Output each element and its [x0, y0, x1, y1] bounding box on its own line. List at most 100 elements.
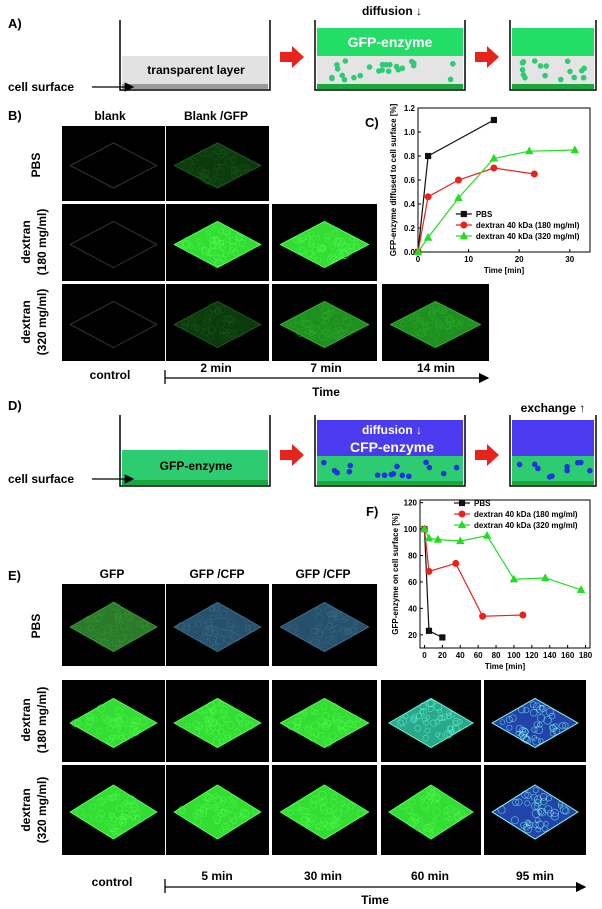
- cell: [433, 340, 440, 346]
- cell: [286, 321, 292, 327]
- cell: [432, 808, 441, 817]
- marker: [541, 573, 550, 582]
- cell: [419, 709, 425, 715]
- cell: [429, 788, 436, 795]
- cell: [519, 731, 528, 740]
- cell: [333, 332, 341, 340]
- cell: [199, 149, 207, 157]
- cell: [180, 808, 186, 814]
- cell: [196, 238, 202, 244]
- cell: [432, 818, 438, 824]
- cell: [421, 716, 428, 723]
- cell: [204, 150, 211, 157]
- cell: [431, 303, 440, 312]
- cell: [231, 172, 237, 179]
- series-line: [423, 528, 582, 591]
- row-label: dextran: [19, 698, 33, 741]
- cell: [332, 608, 339, 615]
- cell: [195, 804, 202, 811]
- cell: [558, 722, 567, 730]
- row-label: dextran: [19, 788, 33, 831]
- cell: [324, 606, 333, 615]
- cell: [207, 624, 214, 632]
- cell: [205, 727, 213, 735]
- cell: [337, 726, 343, 732]
- cell: [345, 720, 353, 728]
- cell: [525, 820, 532, 827]
- particle: [357, 72, 364, 79]
- cell: [89, 803, 97, 811]
- cell: [320, 703, 328, 710]
- cell: [436, 708, 442, 714]
- cell: [225, 820, 234, 830]
- cell: [187, 166, 194, 173]
- panel-label: A): [8, 16, 22, 31]
- cell-layer: [69, 300, 158, 349]
- marker: [424, 533, 434, 542]
- cell: [510, 816, 519, 825]
- cell: [186, 158, 194, 166]
- cell: [110, 628, 118, 637]
- cell: [538, 738, 544, 744]
- cell: [299, 236, 306, 243]
- cell: [104, 820, 110, 825]
- cell: [74, 625, 82, 632]
- particle: [564, 58, 571, 65]
- row-label: (320 mg/ml): [35, 289, 49, 356]
- cell: [543, 715, 552, 725]
- particle: [447, 76, 454, 83]
- cell: [349, 626, 356, 634]
- cell: [550, 808, 559, 818]
- micrograph: [62, 126, 165, 201]
- cell: [447, 816, 453, 821]
- cell: [181, 323, 188, 329]
- cell-layer: [388, 784, 474, 840]
- time-label: 5 min: [201, 869, 232, 883]
- cell: [515, 724, 524, 733]
- cell: [313, 638, 320, 645]
- cell: [86, 713, 95, 721]
- cell: [243, 164, 251, 172]
- cell: [562, 722, 569, 729]
- beaker: [119, 415, 271, 487]
- cell: [115, 717, 123, 726]
- marker: [457, 520, 467, 529]
- cell: [230, 166, 239, 174]
- cell: [324, 236, 331, 243]
- particle: [537, 63, 544, 69]
- cell: [200, 172, 209, 181]
- cell: [120, 714, 129, 723]
- cell: [110, 794, 117, 801]
- x-tick-label: 30: [565, 255, 574, 264]
- cell: [536, 713, 546, 723]
- cell: [219, 610, 229, 619]
- cell: [292, 802, 301, 811]
- y-tick-label: 0.0: [404, 248, 416, 257]
- particle: [440, 470, 447, 477]
- cell: [334, 815, 340, 822]
- plot-frame: [417, 107, 591, 253]
- cell: [130, 814, 137, 821]
- marker: [576, 585, 586, 593]
- cell: [251, 808, 259, 815]
- cell: [330, 821, 339, 829]
- layer-label: transparent layer: [147, 63, 245, 77]
- cell: [540, 797, 548, 806]
- cell: [218, 738, 225, 745]
- legend-label: dextran 40 kDa (320 mg/ml): [474, 521, 578, 530]
- cell: [326, 812, 334, 820]
- particle: [531, 461, 538, 468]
- marker: [423, 232, 433, 241]
- cell: [294, 724, 300, 731]
- cell: [110, 625, 119, 634]
- cell: [309, 331, 317, 339]
- cell: [456, 810, 465, 819]
- cell: [316, 631, 324, 638]
- cell: [452, 319, 461, 328]
- cell: [432, 787, 440, 795]
- panel-label: B): [8, 108, 22, 123]
- cell: [333, 624, 342, 633]
- cell: [524, 800, 531, 807]
- cell: [324, 720, 332, 728]
